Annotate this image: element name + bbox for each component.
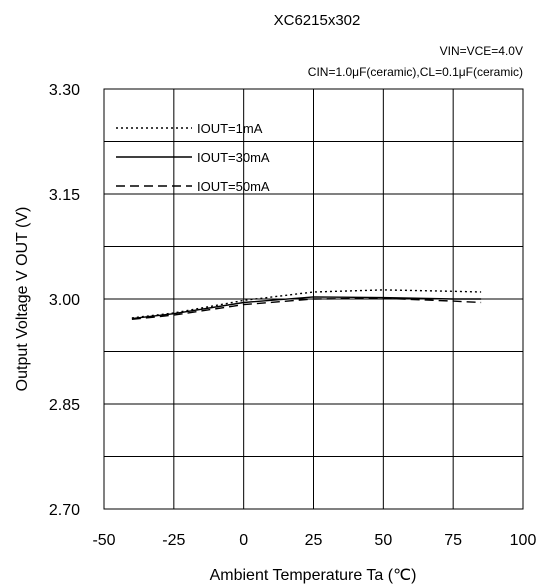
x-tick-label: -50 <box>92 532 115 549</box>
y-tick-label: 2.70 <box>49 502 80 519</box>
series-line-2 <box>131 296 482 320</box>
y-tick-label: 3.00 <box>49 292 80 309</box>
chart-title: XC6215x302 <box>274 12 361 29</box>
tick-labels: -50 -25 0 25 50 75 100 3.30 3.15 3.00 2.85 2.70 <box>49 82 537 549</box>
x-axis-label: Ambient Temperature Ta (℃) <box>210 567 417 584</box>
y-tick-label: 3.15 <box>49 187 80 204</box>
series-group <box>131 289 482 320</box>
legend: IOUT=1mA IOUT=30mA IOUT=50mA <box>116 121 270 194</box>
plot-frame <box>103 88 524 510</box>
y-axis-label: Output Voltage V OUT (V) <box>14 207 31 392</box>
x-tick-label: 100 <box>510 532 537 549</box>
condition-line-1: VIN=VCE=4.0V <box>440 44 523 58</box>
legend-label-1: IOUT=1mA <box>197 121 263 136</box>
legend-label-2: IOUT=30mA <box>197 150 270 165</box>
x-tick-label: -25 <box>162 532 185 549</box>
condition-line-2: CIN=1.0μF(ceramic),CL=0.1μF(ceramic) <box>308 65 523 79</box>
legend-label-3: IOUT=50mA <box>197 179 270 194</box>
series-line-1 <box>131 289 482 319</box>
x-tick-label: 0 <box>239 532 248 549</box>
y-tick-label: 2.85 <box>49 397 80 414</box>
x-tick-label: 25 <box>305 532 323 549</box>
x-tick-label: 50 <box>374 532 392 549</box>
x-tick-label: 75 <box>444 532 462 549</box>
y-tick-label: 3.30 <box>49 82 80 99</box>
series-line-3 <box>131 297 482 320</box>
